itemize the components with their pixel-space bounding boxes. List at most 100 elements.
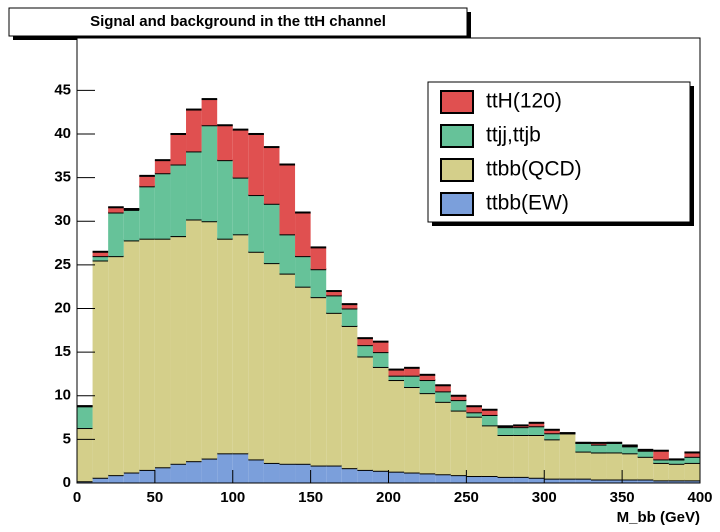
histogram-bar xyxy=(497,435,514,477)
histogram-bar xyxy=(186,219,202,462)
histogram-bar xyxy=(513,435,529,477)
histogram-bar xyxy=(92,477,109,483)
histogram-bar xyxy=(419,380,436,394)
histogram-bar xyxy=(435,391,451,402)
histogram-bar xyxy=(108,207,124,213)
histogram-bar xyxy=(170,164,187,237)
histogram-bar xyxy=(357,345,373,357)
histogram-bar xyxy=(668,463,685,481)
histogram-bar xyxy=(357,469,373,483)
legend-label: ttbb(QCD) xyxy=(486,158,582,181)
histogram-bar xyxy=(186,461,202,483)
histogram-bar xyxy=(357,356,373,470)
histogram-bar xyxy=(248,195,264,252)
histogram-bar xyxy=(232,453,249,483)
legend-label: ttbb(EW) xyxy=(486,192,569,215)
histogram-bar xyxy=(404,472,420,483)
histogram-bar xyxy=(217,453,233,483)
histogram-bar xyxy=(154,238,171,468)
histogram-bar xyxy=(590,452,607,480)
histogram-bar xyxy=(326,465,342,483)
histogram-bar xyxy=(310,465,327,483)
histogram-bar xyxy=(248,133,264,196)
histogram-bar xyxy=(544,439,560,479)
histogram-bar xyxy=(684,452,700,457)
histogram-bar xyxy=(154,160,171,174)
histogram-bar xyxy=(201,458,218,483)
histogram-bar xyxy=(263,203,280,264)
histogram-bar xyxy=(372,352,389,367)
histogram-bar xyxy=(92,251,109,257)
histogram-bar xyxy=(684,480,700,483)
histogram-bar xyxy=(575,442,591,452)
histogram-bar xyxy=(279,164,296,235)
histogram-bar xyxy=(108,475,124,483)
histogram-bar xyxy=(108,212,124,257)
histogram-bar xyxy=(232,177,249,235)
histogram-bar xyxy=(388,380,405,472)
histogram-bar xyxy=(575,451,591,479)
histogram-bar xyxy=(497,476,514,483)
histogram-bar xyxy=(684,462,700,481)
histogram-bar xyxy=(450,395,467,401)
histogram-bar xyxy=(139,186,155,239)
histogram-bar xyxy=(528,477,545,483)
histogram-bar xyxy=(310,269,327,298)
histogram-bar xyxy=(201,99,218,126)
chart-title: Signal and background in the ttH channel xyxy=(90,13,386,30)
histogram-bar xyxy=(217,160,233,239)
histogram-bar xyxy=(435,474,451,483)
histogram-bar xyxy=(108,256,124,476)
histogram-bar xyxy=(450,475,467,483)
histogram-bar xyxy=(544,429,560,434)
histogram-bar xyxy=(481,409,498,415)
histogram-bar xyxy=(684,456,700,463)
histogram-bar xyxy=(419,393,436,474)
histogram-bar xyxy=(92,256,109,261)
histogram-bar xyxy=(590,479,607,483)
histogram-bar xyxy=(170,133,187,165)
x-tick-label: 250 xyxy=(454,489,479,506)
histogram-bar xyxy=(404,367,420,376)
histogram-bar xyxy=(622,446,638,454)
histogram-bar xyxy=(326,291,342,296)
x-tick-label: 400 xyxy=(687,489,712,506)
x-axis-label: M_bb (GeV) xyxy=(617,509,700,526)
histogram-bar xyxy=(606,452,623,480)
histogram-bar xyxy=(528,435,545,478)
x-tick-label: 100 xyxy=(220,489,245,506)
legend-swatch xyxy=(440,90,474,114)
histogram-bar xyxy=(77,428,93,482)
histogram-bar xyxy=(139,469,155,483)
histogram-bar xyxy=(295,286,311,464)
histogram-bar xyxy=(559,478,576,483)
histogram-bar xyxy=(279,234,296,274)
histogram-bar xyxy=(341,304,358,309)
y-tick-label: 20 xyxy=(54,299,71,316)
histogram-bar xyxy=(310,297,327,466)
y-tick-label: 30 xyxy=(54,212,71,229)
histogram-bar xyxy=(263,263,280,463)
histogram-bar xyxy=(466,476,482,483)
histogram-bar xyxy=(622,479,638,483)
histogram-bar xyxy=(341,325,358,469)
histogram-bar xyxy=(326,295,342,313)
histogram-bar xyxy=(653,462,669,481)
histogram-bar xyxy=(388,375,405,381)
histogram-bar xyxy=(341,468,358,483)
histogram-bar xyxy=(637,479,654,483)
histogram-bar xyxy=(513,476,529,483)
histogram-bar xyxy=(186,151,202,220)
histogram-bar xyxy=(435,401,451,475)
histogram-bar xyxy=(139,238,155,470)
histogram-bar xyxy=(201,125,218,222)
histogram-bar xyxy=(279,463,296,483)
x-tick-label: 50 xyxy=(147,489,164,506)
histogram-bar xyxy=(372,366,389,471)
histogram-bar xyxy=(481,414,498,426)
histogram-bar xyxy=(295,212,311,257)
histogram-bar xyxy=(419,374,436,381)
x-tick-label: 0 xyxy=(73,489,81,506)
histogram-bar xyxy=(528,426,545,436)
histogram-bar xyxy=(123,472,140,483)
